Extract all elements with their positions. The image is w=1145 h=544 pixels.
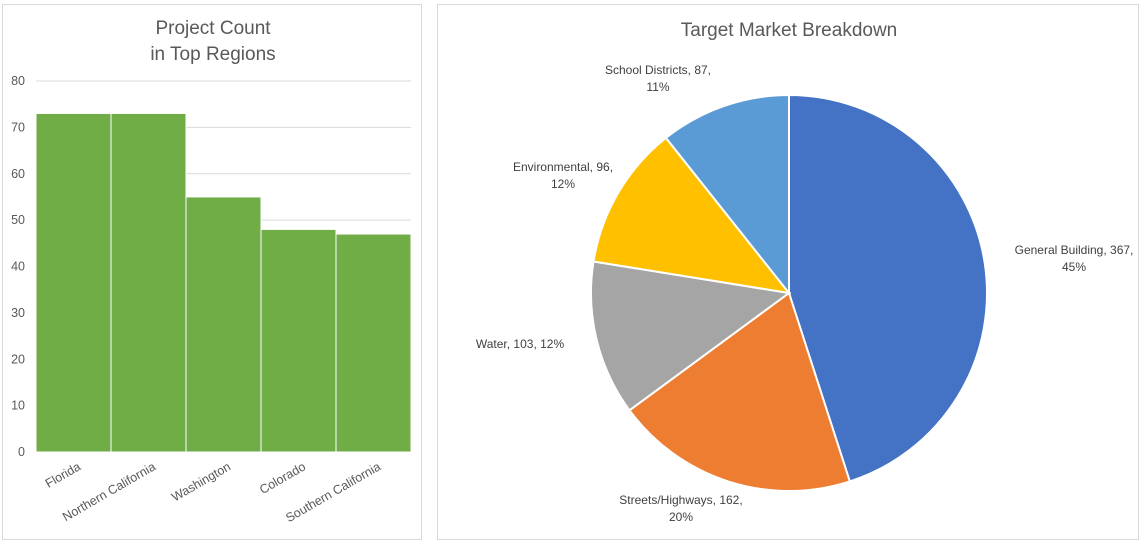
y-tick-label: 60 (11, 167, 25, 181)
bar (185, 196, 262, 453)
bar-y-axis: 0 10 20 30 40 50 60 70 80 (11, 74, 25, 459)
pie-chart: Target Market Breakdown General Building… (476, 20, 1134, 524)
pie-chart-title: Target Market Breakdown (681, 20, 898, 41)
y-tick-label: 20 (11, 352, 25, 366)
bar-chart: Project Count in Top Regions 0 10 20 30 40 50 6… (11, 18, 412, 525)
y-tick-label: 70 (11, 120, 25, 134)
pie-data-label: General Building, 367, 45% (1015, 243, 1134, 274)
y-tick-label: 50 (11, 213, 25, 227)
pie-slice (788, 93, 988, 483)
pie-data-label: School Districts, 87, 11% (605, 63, 711, 94)
bar-chart-panel: Project Count in Top Regions 0 10 20 30 40 50 6… (2, 4, 422, 540)
bar (35, 112, 112, 453)
pie-data-labels: General Building, 367, 45% Streets/Highway… (476, 63, 1134, 524)
pie-slice (590, 260, 792, 412)
bar (260, 228, 337, 453)
x-tick-label: Florida (43, 459, 83, 490)
pie-chart-panel: Target Market Breakdown General Building… (437, 4, 1139, 540)
y-tick-label: 30 (11, 306, 25, 320)
pie-slice (664, 93, 790, 296)
bar (335, 233, 412, 453)
y-tick-label: 40 (11, 260, 25, 274)
pie-slice (592, 136, 792, 295)
pie-slices (590, 93, 988, 492)
bar-chart-title: Project Count in Top Regions (150, 18, 275, 65)
y-tick-label: 80 (11, 74, 25, 88)
pie-data-label: Water, 103, 12% (476, 337, 565, 351)
y-tick-label: 10 (11, 399, 25, 413)
pie-data-label: Environmental, 96, 12% (513, 160, 613, 191)
pie-slice (628, 291, 852, 492)
x-tick-label: Washington (169, 459, 233, 504)
y-tick-label: 0 (18, 445, 25, 459)
x-tick-label: Colorado (257, 459, 308, 497)
pie-data-label: Streets/Highways, 162, 20% (619, 493, 742, 524)
bar (110, 112, 187, 453)
bar-series (35, 112, 412, 453)
